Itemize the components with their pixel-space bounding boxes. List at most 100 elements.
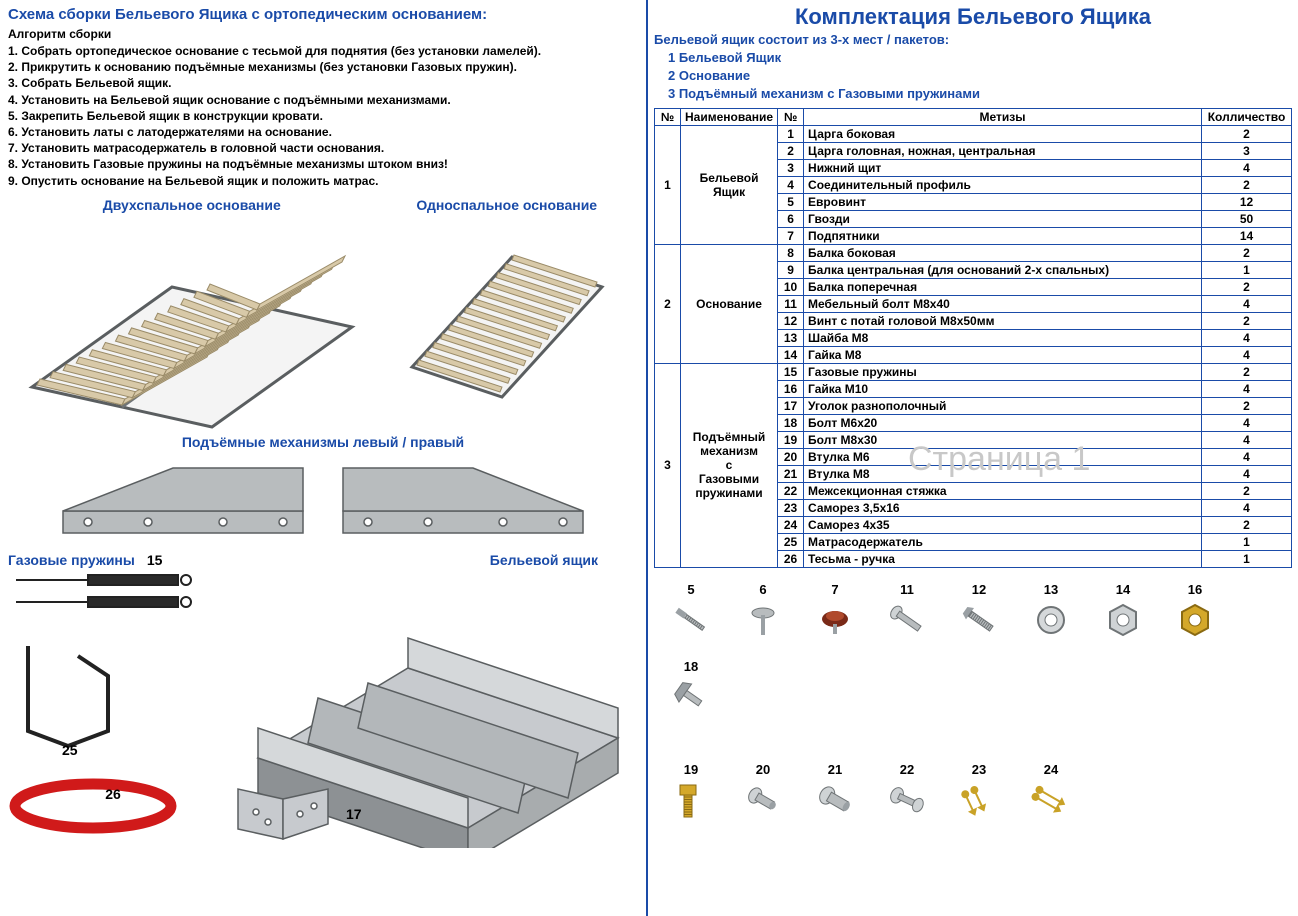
algorithm-step: 7. Установить матрасодержатель в головно… (8, 140, 638, 156)
algorithm-steps: 1. Собрать ортопедическое основание с те… (8, 43, 638, 189)
hardware-icon (958, 779, 1000, 821)
part-qty: 4 (1202, 295, 1292, 312)
part-no: 26 (778, 550, 804, 567)
hardware-item: 11 (880, 582, 934, 641)
part-qty: 2 (1202, 278, 1292, 295)
box-label: Бельевой ящик (218, 552, 598, 568)
hardware-item: 20 (736, 762, 790, 821)
part-name: Саморез 3,5х16 (804, 499, 1202, 516)
part-name: Уголок разнополочный (804, 397, 1202, 414)
part-qty: 4 (1202, 380, 1292, 397)
part-name: Подпятники (804, 227, 1202, 244)
part-qty: 2 (1202, 482, 1292, 499)
part-qty: 1 (1202, 533, 1292, 550)
hardware-item: 19 (664, 762, 718, 821)
part-no: 8 (778, 244, 804, 261)
part-qty: 2 (1202, 363, 1292, 380)
hardware-icon (670, 676, 712, 718)
part-name: Шайба М8 (804, 329, 1202, 346)
group-name: Основание (681, 244, 778, 363)
part-qty: 4 (1202, 448, 1292, 465)
part-name: Винт с потай головой М8х50мм (804, 312, 1202, 329)
gas-springs-icon (8, 568, 208, 618)
group-name: БельевойЯщик (681, 125, 778, 244)
part-qty: 3 (1202, 142, 1292, 159)
part-name: Болт М6х20 (804, 414, 1202, 431)
base-single-label: Односпальное основание (376, 197, 639, 213)
part-no: 1 (778, 125, 804, 142)
part-qty: 4 (1202, 329, 1292, 346)
hardware-icon (814, 779, 856, 821)
th-metizy: Метизы (804, 108, 1202, 125)
hardware-num: 16 (1168, 582, 1222, 597)
part-qty: 4 (1202, 499, 1292, 516)
part-name: Балка боковая (804, 244, 1202, 261)
hardware-item: 13 (1024, 582, 1078, 641)
hardware-icon (670, 779, 712, 821)
part-name: Соединительный профиль (804, 176, 1202, 193)
part-name: Царга головная, ножная, центральная (804, 142, 1202, 159)
part-qty: 2 (1202, 125, 1292, 142)
part-name: Болт М8х30 (804, 431, 1202, 448)
part-qty: 4 (1202, 465, 1292, 482)
hardware-num: 23 (952, 762, 1006, 777)
package-item: 3 Подъёмный механизм с Газовыми пружинам… (668, 85, 1292, 103)
algorithm-step: 3. Собрать Бельевой ящик. (8, 75, 638, 91)
gas-springs-num: 15 (147, 552, 163, 568)
part-no: 13 (778, 329, 804, 346)
left-panel: Схема сборки Бельевого Ящика с ортопедич… (0, 0, 648, 916)
th-no: № (655, 108, 681, 125)
part-qty: 4 (1202, 159, 1292, 176)
hardware-item: 6 (736, 582, 790, 641)
part-no: 19 (778, 431, 804, 448)
part-no: 4 (778, 176, 804, 193)
mechanism-illustration (8, 456, 638, 546)
bracket-icon (228, 784, 338, 844)
part-no: 10 (778, 278, 804, 295)
hardware-item: 5 (664, 582, 718, 641)
group-no: 3 (655, 363, 681, 567)
part-qty: 4 (1202, 431, 1292, 448)
part-no: 16 (778, 380, 804, 397)
gas-springs-label: Газовые пружины (8, 552, 135, 568)
part-name: Матрасодержатель (804, 533, 1202, 550)
hardware-num: 12 (952, 582, 1006, 597)
hardware-icon (742, 779, 784, 821)
bracket-num: 17 (346, 806, 362, 822)
part-name: Балка центральная (для оснований 2-х спа… (804, 261, 1202, 278)
hardware-icon (1030, 599, 1072, 641)
right-panel: Комплектация Бельевого Ящика Бельевой ящ… (648, 0, 1298, 916)
hardware-item: 23 (952, 762, 1006, 821)
part-qty: 14 (1202, 227, 1292, 244)
algorithm-step: 9. Опустить основание на Бельевой ящик и… (8, 173, 638, 189)
part-no: 2 (778, 142, 804, 159)
hardware-item: 16 (1168, 582, 1222, 641)
holder-num: 25 (62, 742, 218, 758)
hardware-item: 24 (1024, 762, 1078, 821)
algorithm-step: 4. Установить на Бельевой ящик основание… (8, 92, 638, 108)
part-qty: 4 (1202, 414, 1292, 431)
base-single-illustration (392, 217, 622, 417)
hardware-item: 22 (880, 762, 934, 821)
part-no: 15 (778, 363, 804, 380)
th-name: Наименование (681, 108, 778, 125)
left-title: Схема сборки Бельевого Ящика с ортопедич… (8, 6, 638, 23)
part-name: Межсекционная стяжка (804, 482, 1202, 499)
part-name: Мебельный болт М8х40 (804, 295, 1202, 312)
hardware-icon (814, 599, 856, 641)
part-no: 12 (778, 312, 804, 329)
table-row: 1БельевойЯщик1Царга боковая2 (655, 125, 1292, 142)
hardware-num: 13 (1024, 582, 1078, 597)
hardware-num: 18 (664, 659, 718, 674)
hardware-num: 6 (736, 582, 790, 597)
hardware-item: 7 (808, 582, 862, 641)
part-no: 21 (778, 465, 804, 482)
hardware-num: 14 (1096, 582, 1150, 597)
group-no: 2 (655, 244, 681, 363)
base-double-illustration (12, 217, 372, 437)
part-qty: 1 (1202, 550, 1292, 567)
hardware-icon (958, 599, 1000, 641)
part-name: Евровинт (804, 193, 1202, 210)
part-name: Балка поперечная (804, 278, 1202, 295)
hardware-icon (1030, 779, 1072, 821)
